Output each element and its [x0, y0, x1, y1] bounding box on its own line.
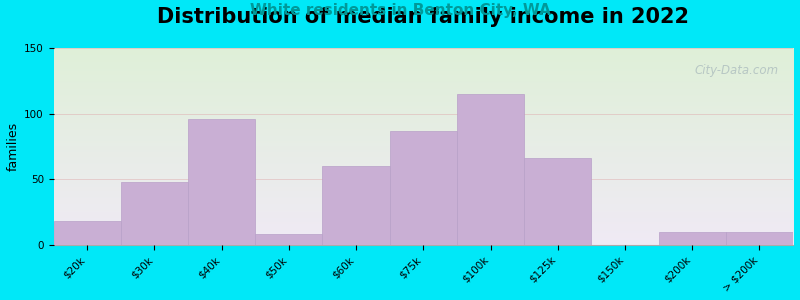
Bar — [457, 94, 524, 245]
Bar — [121, 182, 188, 245]
Bar — [524, 158, 591, 245]
Bar — [726, 232, 793, 245]
Text: City-Data.com: City-Data.com — [694, 64, 778, 77]
Y-axis label: families: families — [7, 122, 20, 171]
Bar — [390, 131, 457, 245]
Bar — [322, 166, 390, 245]
Bar — [255, 234, 322, 245]
Bar — [188, 119, 255, 245]
Bar — [658, 232, 726, 245]
Text: White residents in Benton City, WA: White residents in Benton City, WA — [250, 3, 550, 18]
Title: Distribution of median family income in 2022: Distribution of median family income in … — [158, 7, 690, 27]
Bar — [54, 221, 121, 245]
